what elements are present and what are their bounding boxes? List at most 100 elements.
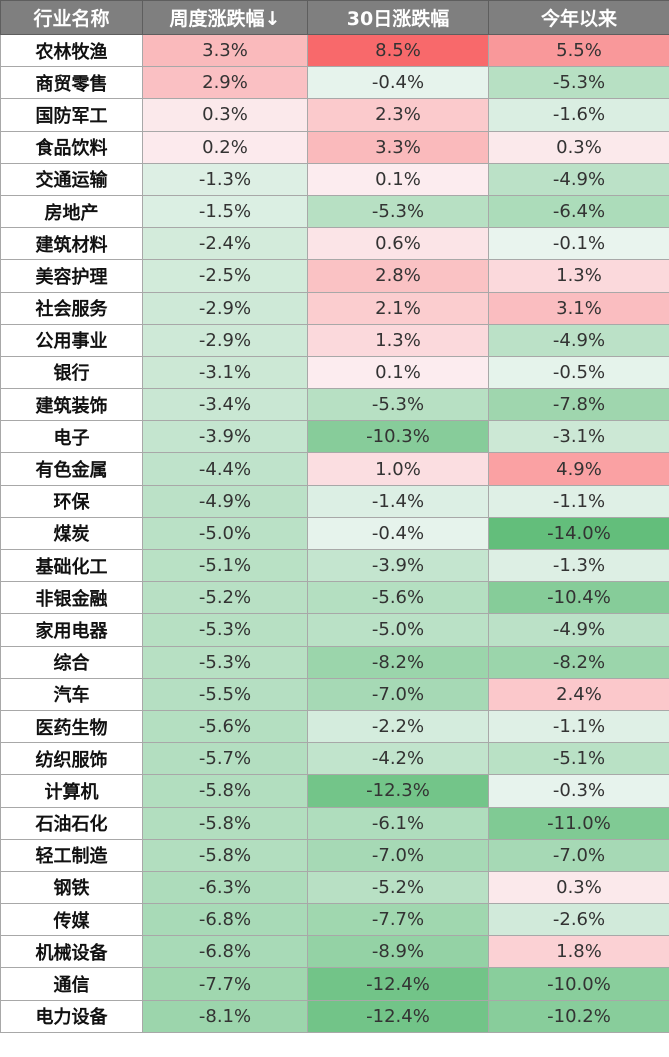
ytd-change-cell: -4.9% <box>488 323 669 357</box>
table-row: 机械设备 -6.8% -8.9% 1.8% <box>0 935 669 969</box>
ytd-change-cell: -0.1% <box>488 227 669 261</box>
header-industry-name: 行业名称 <box>0 0 143 35</box>
30day-change-cell: -4.2% <box>307 742 489 776</box>
30day-change-cell: 2.3% <box>307 98 489 132</box>
table-row: 环保 -4.9% -1.4% -1.1% <box>0 484 669 518</box>
industry-name-cell: 社会服务 <box>0 291 143 325</box>
industry-name-cell: 房地产 <box>0 194 143 229</box>
industry-name-cell: 煤炭 <box>0 516 143 551</box>
table-row: 电子 -3.9% -10.3% -3.1% <box>0 420 669 454</box>
table-row: 房地产 -1.5% -5.3% -6.4% <box>0 194 669 229</box>
table-row: 交通运输 -1.3% 0.1% -4.9% <box>0 162 669 196</box>
ytd-change-cell: -5.1% <box>488 742 669 776</box>
industry-name-cell: 商贸零售 <box>0 66 143 100</box>
table-row: 石油石化 -5.8% -6.1% -11.0% <box>0 806 669 840</box>
ytd-change-cell: -14.0% <box>488 516 669 551</box>
header-30day-change[interactable]: 30日涨跌幅 <box>307 0 489 35</box>
30day-change-cell: 1.0% <box>307 452 489 486</box>
weekly-change-cell: -2.9% <box>142 291 308 325</box>
industry-name-cell: 国防军工 <box>0 98 143 132</box>
industry-name-cell: 食品饮料 <box>0 130 143 164</box>
weekly-change-cell: 3.3% <box>142 33 308 68</box>
30day-change-cell: -10.3% <box>307 420 489 454</box>
ytd-change-cell: 1.3% <box>488 259 669 293</box>
weekly-change-cell: -8.1% <box>142 999 308 1033</box>
industry-performance-table: 行业名称 周度涨跌幅↓ 30日涨跌幅 今年以来 农林牧渔 3.3% 8.5% 5.5%… <box>0 0 669 1033</box>
industry-name-cell: 交通运输 <box>0 162 143 196</box>
industry-name-cell: 美容护理 <box>0 259 143 293</box>
industry-name-cell: 轻工制造 <box>0 838 143 872</box>
table-row: 纺织服饰 -5.7% -4.2% -5.1% <box>0 742 669 776</box>
30day-change-cell: -5.2% <box>307 870 489 905</box>
industry-name-cell: 银行 <box>0 355 143 390</box>
table-row: 煤炭 -5.0% -0.4% -14.0% <box>0 516 669 551</box>
30day-change-cell: 0.1% <box>307 355 489 390</box>
ytd-change-cell: -1.1% <box>488 709 669 744</box>
ytd-change-cell: -11.0% <box>488 806 669 840</box>
weekly-change-cell: -2.4% <box>142 227 308 261</box>
30day-change-cell: 2.8% <box>307 259 489 293</box>
ytd-change-cell: -10.0% <box>488 967 669 1001</box>
table-row: 轻工制造 -5.8% -7.0% -7.0% <box>0 838 669 872</box>
weekly-change-cell: -2.5% <box>142 259 308 293</box>
ytd-change-cell: 0.3% <box>488 870 669 905</box>
table-row: 医药生物 -5.6% -2.2% -1.1% <box>0 709 669 744</box>
industry-name-cell: 电子 <box>0 420 143 454</box>
industry-name-cell: 有色金属 <box>0 452 143 486</box>
table-body: 农林牧渔 3.3% 8.5% 5.5% 商贸零售 2.9% -0.4% -5.3% 国防军工 0.… <box>0 33 669 1033</box>
30day-change-cell: -5.6% <box>307 581 489 615</box>
industry-name-cell: 纺织服饰 <box>0 742 143 776</box>
30day-change-cell: 3.3% <box>307 130 489 164</box>
table-row: 通信 -7.7% -12.4% -10.0% <box>0 967 669 1001</box>
industry-name-cell: 汽车 <box>0 677 143 711</box>
30day-change-cell: -0.4% <box>307 66 489 100</box>
ytd-change-cell: -4.9% <box>488 162 669 196</box>
30day-change-cell: -8.9% <box>307 935 489 969</box>
industry-name-cell: 家用电器 <box>0 613 143 647</box>
weekly-change-cell: -4.9% <box>142 484 308 518</box>
table-row: 社会服务 -2.9% 2.1% 3.1% <box>0 291 669 325</box>
ytd-change-cell: -5.3% <box>488 66 669 100</box>
30day-change-cell: -6.1% <box>307 806 489 840</box>
industry-name-cell: 建筑材料 <box>0 227 143 261</box>
30day-change-cell: -3.9% <box>307 548 489 583</box>
weekly-change-cell: 0.3% <box>142 98 308 132</box>
ytd-change-cell: -7.8% <box>488 388 669 422</box>
header-weekly-change[interactable]: 周度涨跌幅↓ <box>142 0 308 35</box>
30day-change-cell: -12.3% <box>307 774 489 808</box>
ytd-change-cell: -8.2% <box>488 645 669 679</box>
ytd-change-cell: -1.6% <box>488 98 669 132</box>
weekly-change-cell: -5.8% <box>142 774 308 808</box>
weekly-change-cell: 0.2% <box>142 130 308 164</box>
table-row: 传媒 -6.8% -7.7% -2.6% <box>0 903 669 937</box>
weekly-change-cell: -1.5% <box>142 194 308 229</box>
ytd-change-cell: -6.4% <box>488 194 669 229</box>
weekly-change-cell: -6.3% <box>142 870 308 905</box>
table-row: 有色金属 -4.4% 1.0% 4.9% <box>0 452 669 486</box>
weekly-change-cell: -2.9% <box>142 323 308 357</box>
weekly-change-cell: -5.5% <box>142 677 308 711</box>
table-row: 建筑材料 -2.4% 0.6% -0.1% <box>0 227 669 261</box>
industry-name-cell: 通信 <box>0 967 143 1001</box>
30day-change-cell: -8.2% <box>307 645 489 679</box>
30day-change-cell: 0.1% <box>307 162 489 196</box>
30day-change-cell: -5.0% <box>307 613 489 647</box>
weekly-change-cell: 2.9% <box>142 66 308 100</box>
30day-change-cell: 2.1% <box>307 291 489 325</box>
weekly-change-cell: -5.3% <box>142 613 308 647</box>
ytd-change-cell: 1.8% <box>488 935 669 969</box>
industry-name-cell: 钢铁 <box>0 870 143 905</box>
industry-name-cell: 医药生物 <box>0 709 143 744</box>
ytd-change-cell: 4.9% <box>488 452 669 486</box>
ytd-change-cell: -4.9% <box>488 613 669 647</box>
ytd-change-cell: 5.5% <box>488 33 669 68</box>
table-row: 计算机 -5.8% -12.3% -0.3% <box>0 774 669 808</box>
ytd-change-cell: 0.3% <box>488 130 669 164</box>
table-header: 行业名称 周度涨跌幅↓ 30日涨跌幅 今年以来 <box>0 0 669 35</box>
ytd-change-cell: -2.6% <box>488 903 669 937</box>
header-row: 行业名称 周度涨跌幅↓ 30日涨跌幅 今年以来 <box>0 0 669 35</box>
ytd-change-cell: -1.1% <box>488 484 669 518</box>
table-row: 公用事业 -2.9% 1.3% -4.9% <box>0 323 669 357</box>
header-ytd-change[interactable]: 今年以来 <box>488 0 669 35</box>
ytd-change-cell: -0.3% <box>488 774 669 808</box>
